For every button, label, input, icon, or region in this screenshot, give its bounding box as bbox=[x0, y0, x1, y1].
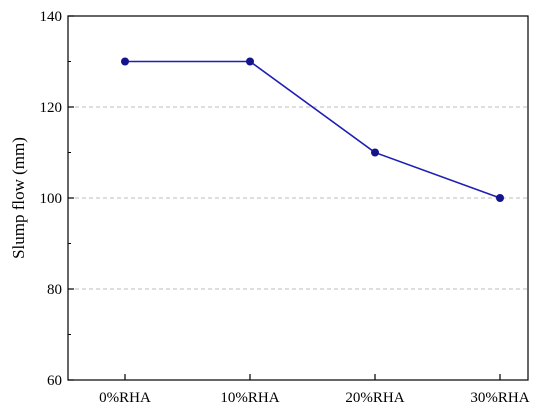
gridlines bbox=[68, 106, 528, 290]
x-tick-label: 20%RHA bbox=[345, 390, 404, 406]
y-tick-label: 140 bbox=[40, 9, 63, 25]
x-tick-label: 30%RHA bbox=[470, 390, 529, 406]
y-tick-label: 100 bbox=[40, 191, 63, 207]
data-point-0pctrha bbox=[121, 57, 129, 66]
y-axis-title: Slump flow (mm) bbox=[9, 137, 28, 259]
x-tick-label: 10%RHA bbox=[220, 390, 279, 406]
plot-series bbox=[121, 57, 504, 202]
y-tick-label: 120 bbox=[40, 100, 63, 116]
data-point-30pctrha bbox=[496, 194, 504, 202]
series-line bbox=[125, 60, 501, 199]
axis-ticks: 60 80 100 120 140 0%RHA 10%RHA 20%RHA 30%RHA bbox=[40, 9, 530, 406]
data-point-10pctrha bbox=[246, 57, 254, 66]
x-tick-label: 0%RHA bbox=[99, 390, 151, 406]
y-tick-label: 60 bbox=[47, 373, 62, 389]
y-tick-label: 80 bbox=[47, 282, 62, 298]
plot-frame bbox=[67, 15, 529, 381]
data-point-20pctrha bbox=[371, 148, 379, 157]
